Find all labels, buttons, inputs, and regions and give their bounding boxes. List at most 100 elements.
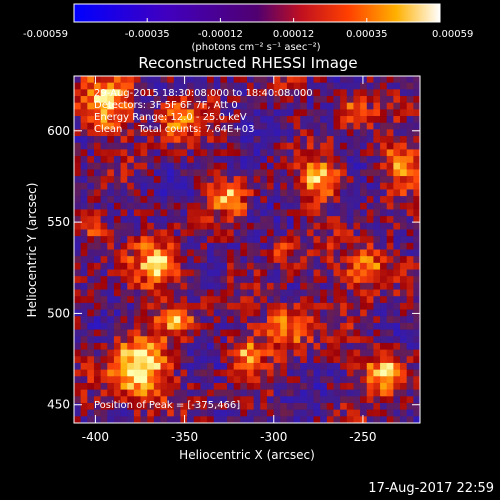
heatmap-cell bbox=[107, 316, 115, 324]
heatmap-cell bbox=[140, 196, 148, 204]
heatmap-cell bbox=[326, 182, 334, 190]
heatmap-cell bbox=[286, 289, 294, 297]
heatmap-cell bbox=[93, 102, 101, 110]
heatmap-cell bbox=[93, 349, 101, 357]
heatmap-cell bbox=[113, 309, 121, 317]
heatmap-cell bbox=[286, 409, 294, 417]
heatmap-cell bbox=[113, 416, 121, 423]
heatmap-cell bbox=[173, 182, 181, 190]
heatmap-cell bbox=[247, 116, 254, 124]
heatmap-cell bbox=[240, 282, 248, 290]
heatmap-cell bbox=[286, 336, 294, 344]
heatmap-cell bbox=[406, 142, 414, 150]
heatmap-cell bbox=[187, 289, 195, 297]
heatmap-cell bbox=[127, 362, 135, 370]
heatmap-cell bbox=[180, 102, 188, 110]
heatmap-cell bbox=[247, 362, 254, 370]
heatmap-cell bbox=[247, 162, 254, 170]
heatmap-cell bbox=[306, 409, 314, 417]
heatmap-cell bbox=[353, 222, 361, 230]
heatmap-cell bbox=[380, 289, 388, 297]
heatmap-cell bbox=[413, 169, 420, 177]
heatmap-cell bbox=[406, 302, 414, 310]
heatmap-cell bbox=[326, 116, 334, 124]
heatmap-cell bbox=[406, 342, 414, 350]
heatmap-cell bbox=[107, 309, 115, 317]
heatmap-cell bbox=[353, 396, 361, 404]
heatmap-cell bbox=[240, 242, 248, 250]
heatmap-cell bbox=[93, 296, 101, 304]
heatmap-cell bbox=[180, 162, 188, 170]
heatmap-cell bbox=[320, 162, 328, 170]
heatmap-cell bbox=[213, 409, 221, 417]
heatmap-cell bbox=[160, 289, 168, 297]
heatmap-cell bbox=[260, 382, 268, 390]
heatmap-cell bbox=[386, 236, 394, 244]
heatmap-cell bbox=[207, 329, 215, 337]
heatmap-cell bbox=[113, 182, 121, 190]
heatmap-cell bbox=[280, 289, 288, 297]
heatmap-cell bbox=[140, 409, 148, 417]
heatmap-cell bbox=[413, 249, 420, 257]
heatmap-cell bbox=[340, 89, 348, 97]
heatmap-cell bbox=[173, 282, 181, 290]
heatmap-cell bbox=[227, 309, 234, 317]
heatmap-cell bbox=[207, 169, 215, 177]
heatmap-cell bbox=[313, 149, 321, 157]
heatmap-cell bbox=[213, 96, 221, 103]
heatmap-cell bbox=[80, 176, 88, 184]
heatmap-cell bbox=[200, 329, 208, 337]
heatmap-cell bbox=[227, 216, 234, 224]
heatmap-cell bbox=[167, 129, 175, 137]
heatmap-cell bbox=[153, 316, 161, 324]
heatmap-cell bbox=[153, 242, 161, 250]
heatmap-cell bbox=[320, 169, 328, 177]
heatmap-cell bbox=[213, 282, 221, 290]
heatmap-cell bbox=[120, 242, 128, 250]
heatmap-cell bbox=[213, 189, 221, 197]
heatmap-cell bbox=[333, 136, 341, 144]
heatmap-cell bbox=[100, 256, 108, 264]
heatmap-cell bbox=[373, 249, 381, 257]
heatmap-cell bbox=[386, 329, 394, 337]
heatmap-cell bbox=[93, 342, 101, 350]
heatmap-cell bbox=[193, 376, 201, 384]
heatmap-cell bbox=[167, 336, 175, 344]
heatmap-cell bbox=[74, 256, 81, 264]
heatmap-cell bbox=[200, 109, 208, 117]
heatmap-cell bbox=[300, 89, 308, 97]
heatmap-cell bbox=[286, 149, 294, 157]
heatmap-cell bbox=[133, 176, 141, 184]
heatmap-cell bbox=[93, 162, 101, 170]
heatmap-cell bbox=[280, 376, 288, 384]
heatmap-cell bbox=[253, 89, 261, 97]
heatmap-cell bbox=[380, 309, 388, 317]
heatmap-cell bbox=[240, 329, 248, 337]
heatmap-cell bbox=[333, 109, 341, 117]
x-axis-label: Heliocentric X (arcsec) bbox=[179, 448, 315, 462]
heatmap-cell bbox=[140, 76, 148, 83]
heatmap-cell bbox=[286, 142, 294, 150]
heatmap-cell bbox=[326, 109, 334, 117]
heatmap-cell bbox=[193, 102, 201, 110]
heatmap-cell bbox=[340, 282, 348, 290]
heatmap-cell bbox=[87, 289, 95, 297]
heatmap-cell bbox=[133, 356, 141, 364]
heatmap-cell bbox=[380, 116, 388, 124]
heatmap-cell bbox=[247, 96, 254, 103]
heatmap-cell bbox=[140, 249, 148, 257]
heatmap-cell bbox=[313, 316, 321, 324]
heatmap-cell bbox=[227, 116, 234, 124]
heatmap-cell bbox=[107, 136, 115, 144]
heatmap-cell bbox=[153, 376, 161, 384]
heatmap-cell bbox=[400, 356, 407, 364]
heatmap-cell bbox=[313, 182, 321, 190]
heatmap-cell bbox=[107, 322, 115, 330]
heatmap-cell bbox=[380, 269, 388, 277]
heatmap-cell bbox=[147, 149, 155, 157]
heatmap-cell bbox=[187, 322, 195, 330]
heatmap-cell bbox=[253, 236, 261, 244]
heatmap-cell bbox=[180, 209, 188, 217]
heatmap-cell bbox=[200, 236, 208, 244]
heatmap-cell bbox=[273, 182, 281, 190]
